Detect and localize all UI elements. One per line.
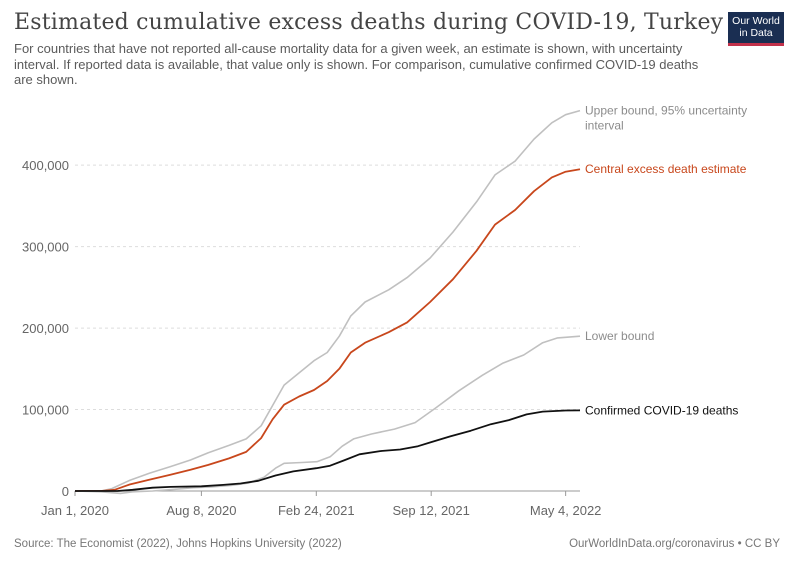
y-tick-label: 300,000 xyxy=(22,240,69,255)
x-tick-label: Aug 8, 2020 xyxy=(166,503,236,518)
series-line-confirmed-covid-19-deaths xyxy=(75,409,581,492)
source-note[interactable]: Source: The Economist (2022), Johns Hopk… xyxy=(14,538,342,550)
series-label-lower-bound: Lower bound xyxy=(585,329,654,343)
series-line-central-excess-death-estimate xyxy=(75,168,581,492)
y-tick-label: 200,000 xyxy=(22,321,69,336)
series-label-upper-bound-95-uncertainty-interval: Upper bound, 95% uncertainty xyxy=(585,104,747,118)
chart-title: Estimated cumulative excess deaths durin… xyxy=(14,10,724,35)
series-line-upper-bound-95-uncertainty-interval xyxy=(75,109,581,492)
x-tick-label: Jan 1, 2020 xyxy=(41,503,109,518)
axes: 0 100,000 200,000 300,000 400,000 Jan 1, 2020… xyxy=(22,158,601,518)
series-label-upper-bound-95-uncertainty-interval: interval xyxy=(585,119,624,133)
series-label-central-excess-death-estimate: Central excess death estimate xyxy=(585,162,747,176)
y-tick-label: 400,000 xyxy=(22,158,69,173)
license-link[interactable]: OurWorldInData.org/coronavirus • CC BY xyxy=(569,538,780,550)
series-label-confirmed-covid-19-deaths: Confirmed COVID-19 deaths xyxy=(585,403,738,417)
y-tick-label: 100,000 xyxy=(22,403,69,418)
x-tick-label: May 4, 2022 xyxy=(530,503,602,518)
gridlines xyxy=(75,164,580,411)
series-line-lower-bound xyxy=(74,335,581,495)
chart-subtitle: For countries that have not reported all… xyxy=(14,41,699,87)
excess-deaths-line-chart: 0 100,000 200,000 300,000 400,000 Jan 1, 2020… xyxy=(22,104,747,518)
y-tick-label: 0 xyxy=(62,484,69,499)
x-tick-label: Feb 24, 2021 xyxy=(278,503,355,518)
series-lines xyxy=(74,109,581,495)
x-tick-label: Sep 12, 2021 xyxy=(393,503,470,518)
our-world-in-data-logo[interactable]: Our World in Data xyxy=(728,12,784,46)
